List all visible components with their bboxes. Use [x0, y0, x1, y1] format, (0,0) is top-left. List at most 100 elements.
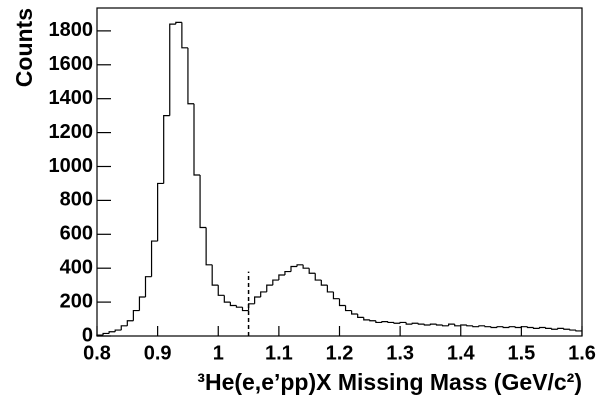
histogram-bin: [326, 285, 334, 293]
histogram-bin: [332, 291, 340, 300]
histogram-bin: [484, 325, 492, 328]
histogram-bin: [478, 325, 485, 327]
histogram-bin: [338, 298, 346, 307]
histogram-bin: [193, 103, 201, 176]
histogram-bin: [144, 276, 152, 298]
histogram-bin: [138, 296, 146, 311]
histogram-bin: [187, 47, 194, 105]
x-tick-label: 1.4: [447, 342, 476, 364]
x-tick-label: 1.3: [386, 342, 414, 364]
histogram-bin: [490, 326, 498, 329]
histogram-bin: [150, 240, 158, 277]
histogram-bin: [405, 322, 413, 325]
histogram-bin: [241, 307, 249, 312]
histogram-bin: [205, 227, 213, 266]
histogram-bin: [460, 324, 467, 326]
histogram-bin: [157, 182, 164, 242]
histogram-bin: [235, 305, 243, 308]
histogram-bin: [448, 323, 455, 326]
histogram-bin: [120, 325, 128, 331]
histogram-bin: [569, 329, 576, 331]
histogram-bin: [302, 264, 310, 269]
histogram-bin: [344, 305, 352, 312]
histogram-bin: [429, 323, 437, 325]
y-tick-label: 1400: [49, 87, 94, 109]
histogram-bin: [423, 324, 431, 326]
histogram-bin: [199, 174, 207, 229]
x-tick-label: 1.5: [507, 342, 535, 364]
histogram-bin: [454, 324, 461, 327]
histogram-bin: [163, 115, 170, 184]
histogram-bin: [108, 331, 116, 334]
y-tick-label: 800: [60, 189, 93, 211]
histogram-bin: [441, 324, 449, 327]
y-axis-title: Counts: [11, 8, 37, 87]
histogram-bin: [217, 285, 225, 296]
histogram-bin: [351, 310, 358, 315]
histogram-bin: [114, 329, 122, 332]
histogram-bin: [126, 320, 134, 326]
histogram-bin: [169, 23, 176, 116]
x-tick-label: 0.9: [144, 342, 172, 364]
histogram-bin: [514, 326, 522, 329]
x-tick-label: 1.2: [326, 342, 354, 364]
x-tick-label: 1: [213, 342, 224, 364]
histogram-bin: [363, 317, 370, 321]
histogram-bin: [538, 326, 546, 329]
histogram-bin: [381, 320, 388, 323]
x-axis-title: ³He(e,e’pp)X Missing Mass (GeV/c²): [197, 369, 582, 395]
y-tick-label: 1000: [49, 155, 94, 177]
histogram-bin: [551, 328, 558, 330]
y-tick-label: 200: [60, 290, 93, 312]
histogram-bin: [435, 324, 443, 326]
histogram-bin: [411, 322, 419, 325]
histogram-bin: [369, 319, 376, 322]
y-tick-label: 400: [60, 256, 93, 278]
x-tick-label: 0.8: [83, 342, 111, 364]
histogram-bin: [508, 326, 516, 328]
histogram-bin: [532, 327, 540, 329]
histogram-bin: [545, 327, 552, 329]
histogram-bin: [247, 303, 255, 311]
histogram-bin: [387, 321, 395, 324]
y-tick-label: 1200: [49, 121, 94, 143]
histogram-bin: [260, 291, 267, 298]
histogram-bin: [308, 268, 316, 274]
histogram-bin: [96, 334, 104, 336]
y-tick-label: 0: [82, 324, 93, 346]
histogram-bin: [181, 22, 188, 49]
histogram-bin: [223, 295, 231, 303]
histogram-bin: [278, 274, 285, 281]
histogram-bin: [417, 323, 425, 325]
x-tick-label: 1.6: [568, 342, 596, 364]
histogram-bin: [520, 326, 528, 328]
histogram-bin: [496, 326, 504, 328]
histogram-bin: [466, 324, 473, 327]
histogram-bin: [314, 273, 322, 281]
histogram-bin: [102, 332, 110, 336]
histogram-bin: [563, 328, 570, 330]
histogram-bin: [357, 313, 364, 318]
histogram-bin: [399, 321, 407, 324]
histogram-bin: [502, 326, 510, 329]
histogram-bin: [575, 330, 582, 332]
histogram-bin: [254, 296, 261, 304]
histogram-bin: [526, 326, 534, 329]
y-tick-label: 600: [60, 223, 93, 245]
histogram-bin: [284, 270, 291, 275]
histogram-bin: [296, 264, 304, 267]
y-tick-label: 1600: [49, 53, 94, 75]
histogram-bin: [557, 327, 564, 330]
histogram-bin: [229, 302, 237, 307]
histogram-bin: [132, 309, 140, 321]
histogram-bin: [290, 265, 298, 272]
histogram-bin: [175, 21, 182, 25]
histogram-bin: [375, 320, 382, 324]
histogram-bin: [320, 280, 328, 286]
histogram-bin: [472, 325, 479, 328]
histogram-bin: [266, 284, 273, 292]
y-tick-label: 1800: [49, 19, 94, 41]
histogram-bin: [211, 264, 219, 286]
histogram-bin: [272, 279, 279, 286]
